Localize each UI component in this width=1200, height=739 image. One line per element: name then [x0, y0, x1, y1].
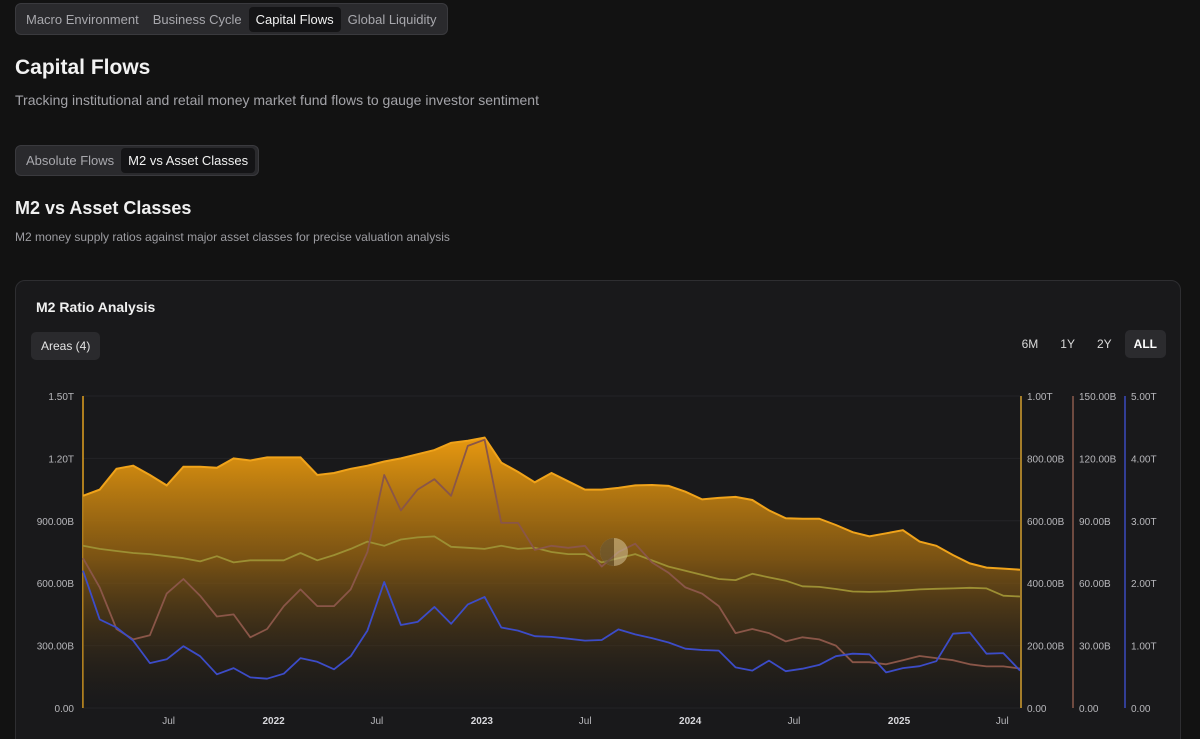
x-axis-tick: Jul	[788, 716, 801, 727]
tab-m2-vs-asset-classes[interactable]: M2 vs Asset Classes	[121, 148, 256, 173]
tab-macro-environment[interactable]: Macro Environment	[26, 11, 139, 27]
sub-nav-tabs: Absolute Flows M2 vs Asset Classes	[15, 145, 260, 176]
right1-axis-tick: 800.00B	[1027, 454, 1065, 465]
right1-axis-tick: 600.00B	[1027, 517, 1065, 528]
time-range-selector: 6M 1Y 2Y ALL	[1013, 330, 1166, 358]
right3-axis-tick: 0.00	[1131, 704, 1151, 715]
range-1y-button[interactable]: 1Y	[1060, 337, 1075, 351]
tab-global-liquidity[interactable]: Global Liquidity	[347, 11, 437, 27]
right2-axis-tick: 120.00B	[1079, 454, 1117, 465]
page-title: Capital Flows	[15, 56, 151, 79]
right1-axis-tick: 1.00T	[1027, 392, 1053, 403]
left-axis-tick: 600.00B	[37, 579, 75, 590]
range-all-button[interactable]: ALL	[1124, 330, 1166, 358]
right3-axis-tick: 2.00T	[1131, 579, 1157, 590]
right1-axis-tick: 200.00B	[1027, 642, 1065, 653]
tab-capital-flows[interactable]: Capital Flows	[248, 6, 341, 32]
left-axis-tick: 300.00B	[37, 642, 75, 653]
right2-axis-tick: 150.00B	[1079, 392, 1117, 403]
right2-axis-tick: 90.00B	[1079, 517, 1111, 528]
left-axis-tick: 1.50T	[48, 392, 74, 403]
right3-axis-tick: 3.00T	[1131, 517, 1157, 528]
range-6m-button[interactable]: 6M	[1021, 337, 1039, 351]
watermark-half	[600, 538, 614, 566]
section-subtitle: M2 money supply ratios against major ass…	[15, 230, 450, 244]
page-subtitle: Tracking institutional and retail money …	[15, 92, 539, 108]
x-axis-tick: 2025	[888, 716, 911, 727]
x-axis-tick: 2022	[262, 716, 285, 727]
right3-axis-tick: 1.00T	[1131, 642, 1157, 653]
series-3-line	[82, 570, 1021, 680]
x-axis-tick: Jul	[579, 716, 592, 727]
x-axis-tick: Jul	[370, 716, 383, 727]
range-2y-button[interactable]: 2Y	[1096, 337, 1112, 351]
right1-axis-tick: 0.00	[1027, 704, 1047, 715]
left-axis-tick: 1.20T	[48, 454, 74, 465]
right3-axis-tick: 5.00T	[1131, 392, 1157, 403]
right2-axis-tick: 0.00	[1079, 704, 1099, 715]
watermark-logo	[600, 538, 628, 566]
right2-axis-tick: 60.00B	[1079, 579, 1111, 590]
series-0-line	[82, 436, 1021, 571]
x-axis-tick: Jul	[162, 716, 175, 727]
series-1-line	[82, 535, 1021, 598]
left-axis-tick: 900.00B	[37, 517, 75, 528]
right2-axis-tick: 30.00B	[1079, 642, 1111, 653]
series-0-area-fill	[83, 437, 1020, 708]
right3-axis-tick: 4.00T	[1131, 454, 1157, 465]
tab-business-cycle[interactable]: Business Cycle	[152, 11, 242, 27]
right1-axis-tick: 400.00B	[1027, 579, 1065, 590]
series-2-line	[82, 438, 1021, 670]
card-title: M2 Ratio Analysis	[36, 299, 156, 315]
tab-absolute-flows[interactable]: Absolute Flows	[26, 153, 115, 168]
x-axis-tick: Jul	[996, 716, 1009, 727]
areas-toggle-button[interactable]: Areas (4)	[31, 332, 101, 360]
section-title: M2 vs Asset Classes	[15, 198, 192, 218]
x-axis-tick: 2024	[679, 716, 702, 727]
main-nav-tabs: Macro Environment Business Cycle Capital…	[15, 3, 448, 35]
x-axis-tick: 2023	[471, 716, 494, 727]
left-axis-tick: 0.00	[55, 704, 75, 715]
